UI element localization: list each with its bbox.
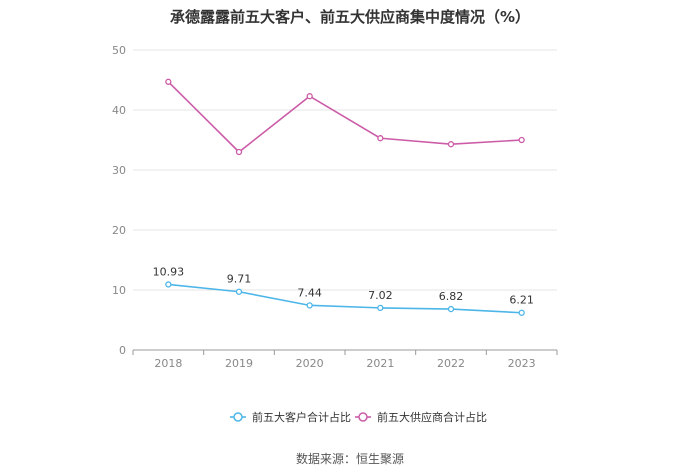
data-point[interactable] [377,304,384,312]
legend-item-2[interactable]: 前五大供应商合计占比 [355,410,487,424]
x-tick-label: 2021 [366,357,394,370]
legend-marker [233,412,243,422]
data-point[interactable] [235,148,243,156]
data-label: 7.44 [297,286,322,299]
x-tick-label: 2020 [296,357,324,370]
x-tick-label: 2022 [437,357,465,370]
data-point[interactable] [235,288,243,295]
series-line [168,283,522,314]
x-tick-label: 2019 [225,357,253,370]
data-label: 6.21 [509,294,534,307]
data-label: 10.93 [153,265,185,278]
data-point[interactable] [306,93,313,100]
y-tick-label: 10 [112,284,126,297]
y-tick-label: 40 [112,104,126,117]
y-tick-label: 20 [112,224,126,237]
legend-item-1[interactable]: 前五大客户合计占比 [230,410,351,424]
data-point[interactable] [165,281,172,288]
legend-label: 前五大供应商合计占比 [377,410,487,424]
series-2 [165,78,525,156]
data-source: 数据来源：恒生聚源 [295,452,404,466]
gridlines [133,49,557,291]
data-point[interactable] [165,78,172,85]
legend[interactable]: 前五大客户合计占比 前五大供应商合计占比 [230,410,487,424]
data-label: 6.82 [439,290,464,303]
data-point[interactable] [377,135,384,142]
series-1: 10.93 9.71 7.44 7.02 6.82 6.21 [153,265,534,316]
data-point[interactable] [518,309,525,316]
data-label: 9.71 [227,273,252,286]
legend-label: 前五大客户合计占比 [252,410,351,424]
data-point[interactable] [518,136,525,144]
series-line [167,81,522,154]
legend-marker [358,412,368,422]
y-tick-label: 30 [112,164,126,177]
data-point[interactable] [306,302,313,309]
x-tick-label: 2018 [154,357,182,370]
data-point[interactable] [447,305,455,313]
y-tick-label: 50 [112,44,126,57]
data-label: 7.02 [368,289,393,302]
series-group: 10.93 9.71 7.44 7.02 6.82 6.21 [153,78,534,316]
y-axis: 0 10 20 30 40 50 [112,44,126,357]
x-axis: 2018 2019 2020 2021 2022 2023 [132,349,558,370]
data-point[interactable] [447,141,455,148]
chart-title: 承德露露前五大客户、前五大供应商集中度情况（%） [169,8,531,26]
x-tick-label: 2023 [508,357,536,370]
y-tick-label: 0 [119,344,126,357]
